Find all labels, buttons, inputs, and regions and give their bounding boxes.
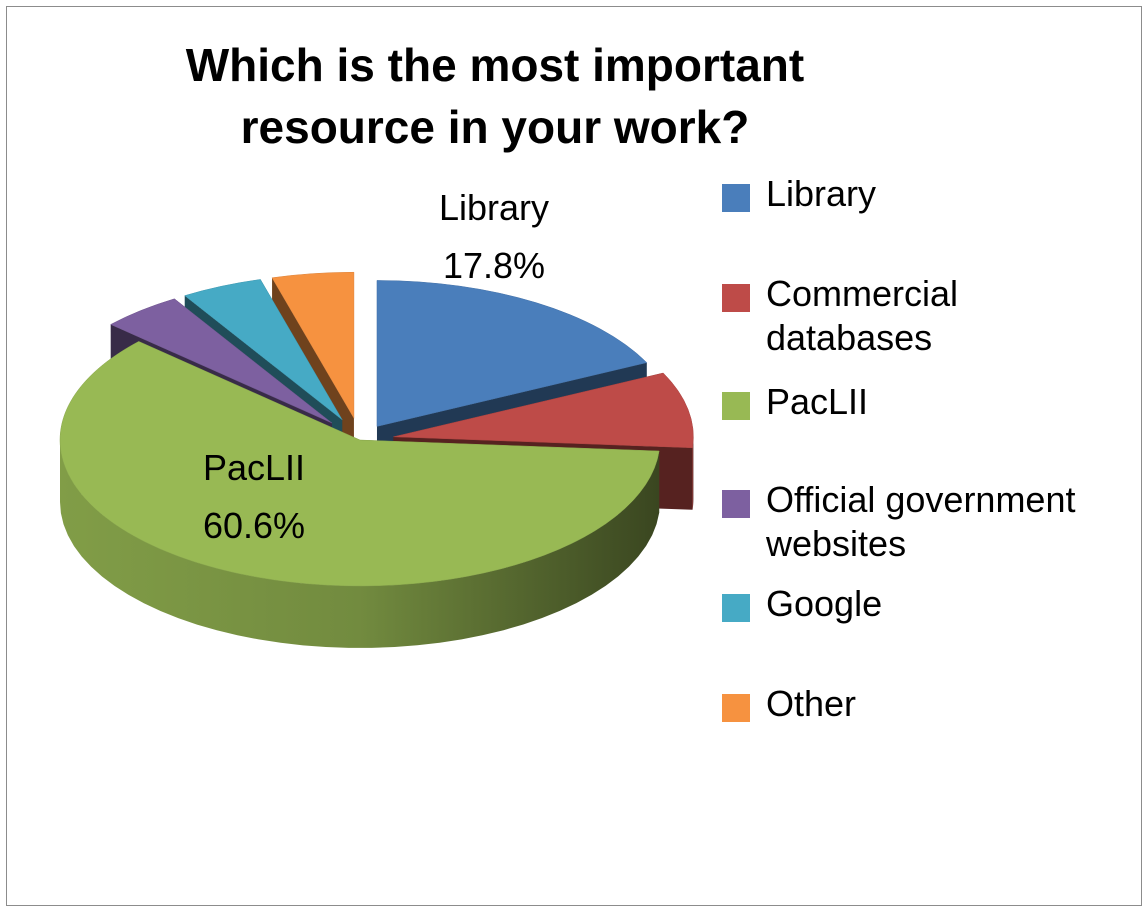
legend-swatch-paclii (722, 392, 750, 420)
data-label-name-library: Library (439, 187, 549, 228)
legend-label-library: Library (766, 173, 877, 214)
legend-swatch-official-government-websites (722, 490, 750, 518)
data-label-name-paclii: PacLII (203, 447, 305, 488)
legend-label-commercial-databases: Commercial databases (766, 273, 959, 358)
pie-slice-library (376, 280, 648, 427)
chart-title: Which is the most important resource in … (150, 34, 840, 158)
legend-swatch-commercial-databases (722, 284, 750, 312)
pie-chart: Library 17.8% PacLII 60.6% (59, 187, 694, 648)
pie-slice-wall-commercial-databases-0 (692, 436, 694, 510)
chart-title-line-1: Which is the most important (185, 39, 805, 91)
pie-slice-commercial-databases (393, 372, 694, 449)
pie-slice-google (184, 279, 343, 421)
data-label-value-library: 17.8% (443, 245, 545, 286)
legend-swatch-google (722, 594, 750, 622)
data-label-value-paclii: 60.6% (203, 505, 305, 546)
pie-slice-wall-paclii-0 (60, 440, 660, 648)
legend-label-official-government-websites: Official government websites (766, 479, 1076, 564)
legend-swatch-library (722, 184, 750, 212)
legend-label-paclii: PacLII (766, 381, 869, 422)
chart-title-line-2: resource in your work? (240, 101, 750, 153)
pie-slice-paclii (59, 341, 660, 587)
legend-label-google: Google (766, 583, 883, 624)
legend-swatch-other (722, 694, 750, 722)
pie-slice-official-government-websites (110, 298, 333, 424)
legend-label-other: Other (766, 683, 857, 724)
pie-slice-other (271, 271, 355, 420)
